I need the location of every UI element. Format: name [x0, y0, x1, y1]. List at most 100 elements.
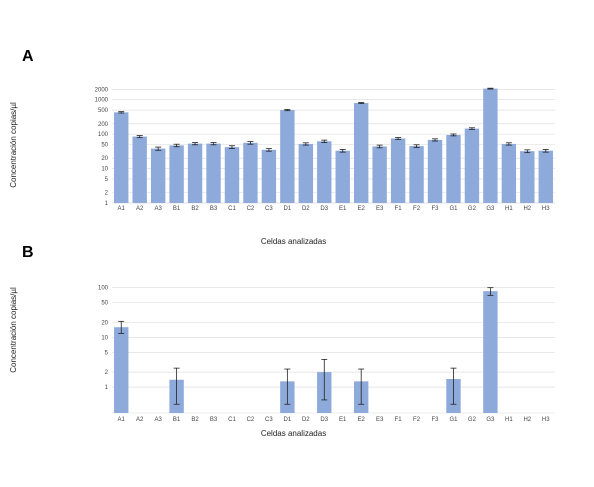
y-axis-title: Concentración copias/µl: [9, 102, 18, 188]
x-tick-label: F2: [413, 417, 421, 423]
x-tick-label: E3: [376, 417, 384, 423]
panel-letter-a: A: [22, 48, 34, 65]
x-tick-label: F3: [432, 417, 440, 423]
x-tick-label: C2: [247, 206, 255, 212]
x-tick-label: A2: [136, 417, 144, 423]
bar-f1: [390, 138, 406, 203]
y-tick-label: 2: [105, 191, 109, 197]
y-tick-label: 10: [101, 335, 108, 341]
bar-a3: [150, 148, 166, 203]
x-tick-label: D2: [302, 417, 310, 423]
x-tick-label: B2: [191, 417, 199, 423]
x-tick-label: E1: [339, 206, 347, 212]
bar-e3: [372, 146, 387, 203]
x-tick-label: C3: [265, 417, 273, 423]
y-tick-label: 10: [101, 167, 108, 173]
bar-g2: [464, 128, 480, 203]
y-tick-label: 100: [98, 286, 109, 292]
bar-a1: [114, 112, 129, 203]
bar-f2: [409, 146, 424, 203]
bar-e1: [335, 150, 350, 203]
x-tick-label: D2: [302, 206, 310, 212]
x-tick-label: A1: [118, 417, 126, 423]
y-tick-label: 200: [98, 122, 109, 128]
bar-e2: [353, 103, 369, 203]
bar-b2: [187, 143, 203, 203]
y-tick-label: 2: [105, 370, 109, 376]
bar-f3: [427, 139, 443, 203]
y-tick-label: 2000: [95, 87, 109, 93]
x-tick-label: D3: [320, 206, 328, 212]
x-tick-label: H3: [542, 206, 550, 212]
y-tick-label: 500: [98, 108, 109, 114]
x-tick-label: B3: [210, 417, 218, 423]
x-tick-label: D3: [320, 417, 328, 423]
x-axis-title: Celdas analizadas: [261, 237, 326, 246]
x-tick-label: C3: [265, 206, 273, 212]
x-tick-label: E2: [358, 206, 366, 212]
x-tick-label: C1: [228, 417, 236, 423]
x-tick-label: H3: [542, 417, 550, 423]
x-tick-label: F1: [395, 206, 403, 212]
bar-d2: [298, 143, 314, 203]
x-tick-label: F1: [395, 417, 403, 423]
x-tick-label: A1: [118, 206, 126, 212]
x-tick-label: D1: [284, 206, 292, 212]
x-tick-label: H2: [523, 417, 531, 423]
y-tick-label: 1000: [95, 98, 109, 104]
x-tick-label: A2: [136, 206, 144, 212]
x-tick-label: F3: [432, 206, 440, 212]
x-tick-label: A3: [154, 417, 162, 423]
bar-h3: [538, 150, 553, 203]
x-tick-label: A3: [154, 206, 162, 212]
bar-a1: [114, 327, 129, 413]
bar-b1: [169, 145, 184, 203]
bar-c2: [243, 142, 258, 203]
y-tick-label: 20: [101, 320, 108, 326]
x-tick-label: G1: [449, 417, 458, 423]
x-tick-label: H2: [523, 206, 531, 212]
x-tick-label: B3: [210, 206, 218, 212]
x-tick-label: G2: [468, 417, 477, 423]
bar-g3: [483, 291, 498, 413]
y-tick-label: 100: [98, 132, 109, 138]
bar-h2: [520, 151, 535, 203]
bar-a2: [132, 136, 147, 203]
x-tick-label: G2: [468, 206, 477, 212]
bar-d1: [280, 110, 295, 203]
bar-c1: [224, 147, 240, 203]
y-axis-title: Concentración copias/µl: [9, 287, 18, 373]
bar-g1: [446, 134, 461, 203]
x-tick-label: C1: [228, 206, 236, 212]
x-tick-label: B2: [191, 206, 199, 212]
x-tick-label: E2: [358, 417, 366, 423]
y-tick-label: 50: [101, 301, 108, 307]
x-tick-label: E1: [339, 417, 347, 423]
x-tick-label: B1: [173, 206, 181, 212]
y-tick-label: 5: [105, 177, 109, 183]
x-tick-label: H1: [505, 206, 513, 212]
x-tick-label: B1: [173, 417, 181, 423]
y-tick-label: 1: [105, 201, 109, 207]
x-tick-label: G3: [486, 206, 495, 212]
x-axis-title: Celdas analizadas: [261, 429, 326, 438]
bar-b3: [206, 143, 221, 203]
y-tick-label: 1: [105, 385, 109, 391]
x-tick-label: G1: [449, 206, 458, 212]
x-tick-label: H1: [505, 417, 513, 423]
x-tick-label: F2: [413, 206, 421, 212]
bar-c3: [261, 149, 277, 203]
panel-letter-b: B: [22, 244, 34, 261]
x-tick-label: G3: [486, 417, 495, 423]
bar-g3: [483, 88, 498, 203]
x-tick-label: C2: [247, 417, 255, 423]
x-tick-label: E3: [376, 206, 384, 212]
bar-h1: [501, 143, 517, 203]
x-tick-label: D1: [284, 417, 292, 423]
y-tick-label: 5: [105, 350, 109, 356]
bar-d3: [317, 141, 332, 203]
y-tick-label: 50: [101, 143, 108, 149]
y-tick-label: 20: [101, 156, 108, 162]
